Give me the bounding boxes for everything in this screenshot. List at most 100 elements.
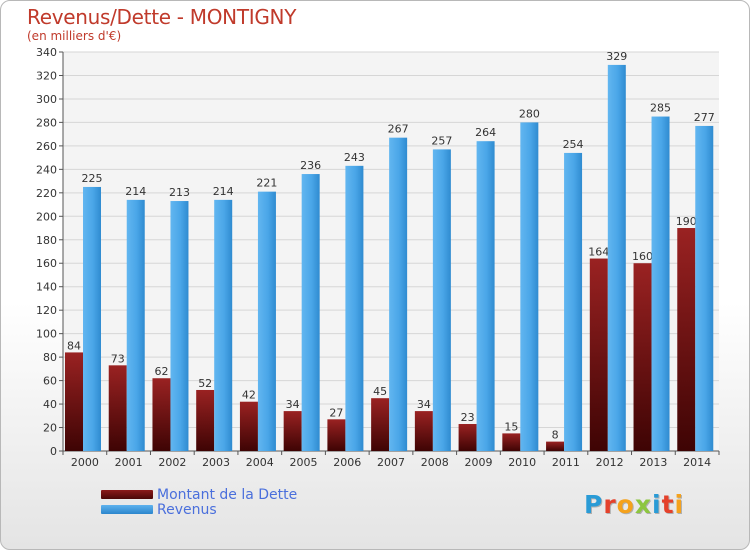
- data-label-revenus: 236: [300, 159, 321, 172]
- bar-revenus: [257, 191, 276, 451]
- data-label-revenus: 221: [256, 177, 277, 190]
- bar-revenus: [564, 152, 583, 451]
- legend: Montant de la Dette Revenus: [101, 486, 298, 518]
- data-label-dette: 84: [67, 339, 81, 352]
- legend-label-revenus: Revenus: [157, 501, 217, 518]
- bar-revenus: [126, 199, 145, 451]
- y-tick-label: 260: [36, 140, 57, 153]
- y-tick-label: 160: [36, 257, 57, 270]
- bar-revenus: [695, 125, 714, 452]
- data-label-dette: 52: [198, 377, 212, 390]
- bar-revenus: [607, 64, 626, 452]
- y-tick-label: 300: [36, 93, 57, 106]
- data-label-revenus: 214: [125, 185, 146, 198]
- data-label-revenus: 277: [694, 111, 715, 124]
- y-tick-label: 180: [36, 234, 57, 247]
- bar-revenus: [651, 116, 670, 451]
- x-tick-label: 2005: [290, 456, 318, 469]
- bar-dette: [546, 441, 565, 451]
- y-tick-label: 340: [36, 46, 57, 59]
- data-label-revenus: 285: [650, 102, 671, 115]
- bar-dette: [152, 378, 171, 451]
- bar-dette: [414, 411, 433, 451]
- data-label-dette: 160: [632, 250, 653, 263]
- bar-revenus: [432, 149, 451, 451]
- data-label-dette: 8: [552, 429, 559, 442]
- data-label-revenus: 264: [475, 126, 496, 139]
- chart-subtitle: (en milliers d'€): [27, 29, 122, 43]
- bar-revenus: [301, 174, 320, 451]
- x-tick-label: 2003: [202, 456, 230, 469]
- chart-title: Revenus/Dette - MONTIGNY: [27, 5, 297, 29]
- data-label-revenus: 213: [169, 186, 190, 199]
- data-label-dette: 34: [286, 398, 300, 411]
- x-tick-label: 2009: [464, 456, 492, 469]
- bar-dette: [108, 365, 127, 451]
- data-label-dette: 45: [373, 385, 387, 398]
- x-tick-label: 2008: [421, 456, 449, 469]
- legend-swatch-revenus: [101, 505, 153, 514]
- y-tick-label: 120: [36, 304, 57, 317]
- x-tick-label: 2007: [377, 456, 405, 469]
- data-label-dette: 73: [111, 352, 125, 365]
- y-tick-label: 40: [43, 398, 57, 411]
- x-tick-label: 2006: [333, 456, 361, 469]
- bar-dette: [239, 401, 258, 451]
- bar-revenus: [345, 165, 364, 452]
- y-tick-label: 320: [36, 69, 57, 82]
- bar-dette: [327, 419, 346, 451]
- data-label-revenus: 225: [82, 172, 103, 185]
- y-tick-label: 220: [36, 187, 57, 200]
- data-label-revenus: 257: [431, 134, 452, 147]
- x-tick-label: 2004: [246, 456, 274, 469]
- bar-dette: [196, 389, 215, 451]
- y-tick-label: 0: [50, 445, 57, 458]
- data-label-revenus: 214: [213, 185, 234, 198]
- bar-dette: [677, 228, 696, 451]
- x-tick-label: 2014: [683, 456, 711, 469]
- data-label-dette: 164: [588, 246, 609, 259]
- legend-label-dette: Montant de la Dette: [157, 486, 298, 503]
- legend-swatch-dette: [101, 490, 153, 499]
- data-label-dette: 62: [154, 365, 168, 378]
- x-tick-label: 2012: [596, 456, 624, 469]
- data-label-revenus: 280: [519, 107, 540, 120]
- bar-revenus: [170, 201, 189, 451]
- data-label-revenus: 267: [388, 123, 409, 136]
- bar-revenus: [520, 122, 539, 451]
- data-label-revenus: 329: [606, 50, 627, 63]
- data-label-revenus: 243: [344, 151, 365, 164]
- bar-dette: [458, 424, 477, 451]
- data-label-dette: 23: [461, 411, 475, 424]
- bar-dette: [502, 433, 521, 451]
- y-tick-label: 140: [36, 281, 57, 294]
- data-label-dette: 34: [417, 398, 431, 411]
- x-tick-label: 2001: [115, 456, 143, 469]
- y-tick-label: 60: [43, 375, 57, 388]
- bar-dette: [371, 398, 390, 451]
- y-tick-label: 100: [36, 328, 57, 341]
- bar-dette: [283, 411, 302, 451]
- y-tick-label: 280: [36, 116, 57, 129]
- data-label-dette: 15: [504, 420, 518, 433]
- x-tick-label: 2010: [508, 456, 536, 469]
- x-tick-label: 2013: [639, 456, 667, 469]
- y-tick-label: 200: [36, 210, 57, 223]
- y-tick-label: 240: [36, 163, 57, 176]
- x-tick-label: 2000: [71, 456, 99, 469]
- data-label-dette: 27: [329, 406, 343, 419]
- bar-revenus: [83, 186, 101, 452]
- x-tick-label: 2002: [158, 456, 186, 469]
- bar-revenus: [214, 199, 233, 451]
- data-label-dette: 190: [676, 215, 697, 228]
- x-tick-label: 2011: [552, 456, 580, 469]
- legend-item-dette: Montant de la Dette: [101, 486, 298, 503]
- y-tick-label: 20: [43, 422, 57, 435]
- bar-dette: [589, 258, 608, 451]
- bar-revenus: [389, 137, 408, 451]
- y-tick-label: 80: [43, 351, 57, 364]
- bar-dette: [633, 263, 652, 451]
- bar-dette: [65, 352, 83, 451]
- proxiti-logo: Proxiti: [584, 490, 685, 519]
